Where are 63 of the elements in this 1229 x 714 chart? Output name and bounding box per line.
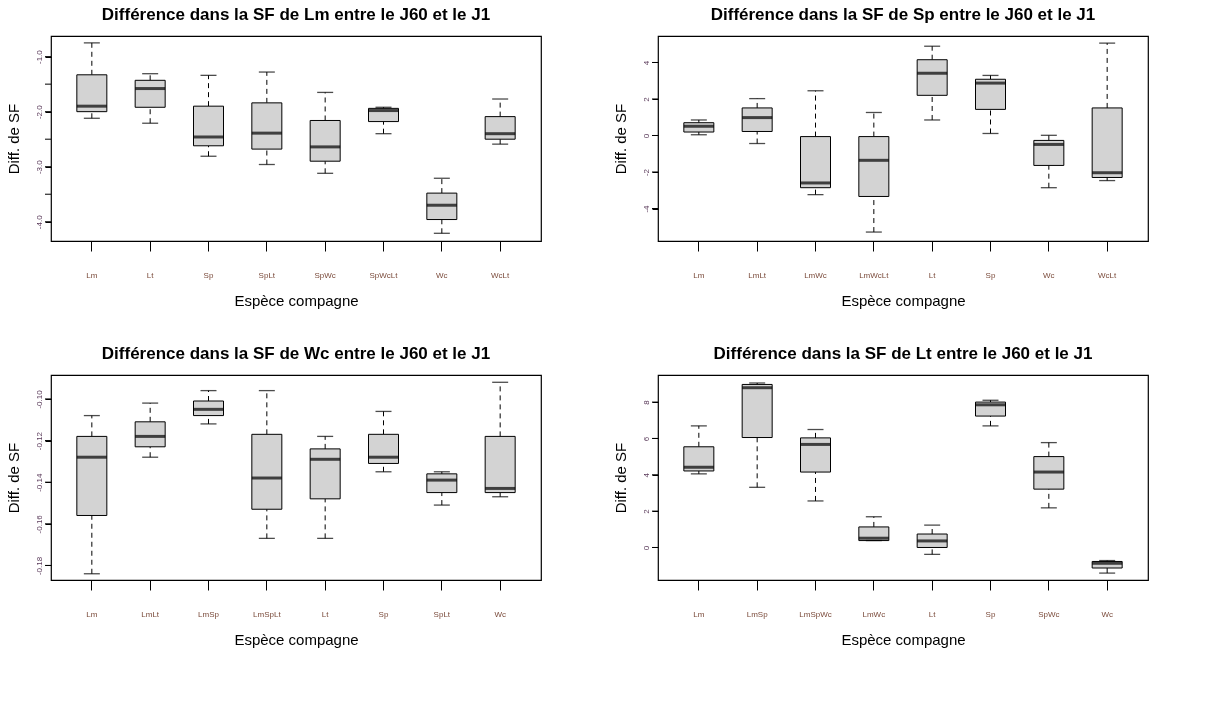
x-tick-label: SpWcLt	[369, 270, 399, 280]
y-tick-label: 0	[641, 133, 651, 139]
y-axis-title: Diff. de SF	[4, 442, 22, 514]
x-tick-label: Lt	[146, 270, 155, 280]
x-tick-label: LmSp	[746, 609, 769, 619]
x-tick-label: Lm	[693, 609, 705, 619]
x-tick-label: Wc	[494, 609, 506, 619]
x-tick-label: SpLt	[258, 270, 276, 280]
y-tick-label: -4	[641, 204, 651, 213]
y-tick-label: 2	[641, 96, 651, 102]
x-tick-label: LmLt	[748, 270, 767, 280]
x-tick-label: Sp	[985, 270, 996, 280]
x-tick-label: LmLt	[141, 609, 160, 619]
x-tick-label: Sp	[203, 270, 214, 280]
x-axis-title: Espèce compagne	[234, 630, 359, 648]
y-tick-label: -0.12	[34, 431, 44, 451]
y-tick-label: -2.0	[34, 104, 44, 120]
x-tick-label: SpLt	[433, 609, 451, 619]
x-tick-label: Lt	[928, 270, 937, 280]
x-tick-label: Lm	[86, 270, 98, 280]
y-axis-title: Diff. de SF	[611, 442, 629, 514]
x-tick-label: LmWcLt	[859, 270, 890, 280]
x-tick-label: Lt	[928, 609, 937, 619]
y-tick-label: -4.0	[34, 214, 44, 230]
x-tick-label: LmWc	[862, 609, 886, 619]
y-axis-title: Diff. de SF	[611, 103, 629, 175]
x-tick-label: WcLt	[1098, 270, 1118, 280]
y-tick-label: 2	[641, 508, 651, 514]
x-tick-label: LmWc	[804, 270, 827, 280]
x-tick-label: Lm	[693, 270, 705, 280]
x-tick-label: SpWc	[314, 270, 336, 280]
y-tick-label: -0.10	[34, 389, 44, 409]
x-axis-title: Espèce compagne	[841, 630, 966, 648]
chart-title: Différence dans la SF de Lm entre le J60 et le J1	[101, 5, 491, 24]
y-tick-label: -2	[641, 168, 651, 177]
chart-title: Différence dans la SF de Lt entre le J60 et le J1	[713, 344, 1093, 363]
x-tick-label: Wc	[1043, 270, 1055, 280]
x-axis-title: Espèce compagne	[841, 291, 966, 309]
x-tick-label: Wc	[436, 270, 448, 280]
chart-title: Différence dans la SF de Sp entre le J60 et le J1	[710, 5, 1096, 24]
x-tick-label: Wc	[1101, 609, 1113, 619]
y-tick-label: 4	[641, 60, 651, 66]
y-tick-label: -0.18	[34, 556, 44, 576]
y-tick-label: -3.0	[34, 159, 44, 175]
y-axis-title: Diff. de SF	[4, 103, 22, 175]
x-tick-label: SpWc	[1038, 609, 1060, 619]
chart-title: Différence dans la SF de Wc entre le J60 et le J1	[101, 344, 491, 363]
x-axis-title: Espèce compagne	[234, 291, 359, 309]
x-tick-label: Sp	[378, 609, 389, 619]
y-tick-label: -1.0	[34, 49, 44, 65]
y-tick-label: 8	[641, 399, 651, 405]
x-tick-label: LmSpLt	[253, 609, 282, 619]
x-tick-label: Lm	[86, 609, 98, 619]
y-tick-label: -0.16	[34, 514, 44, 534]
x-tick-label: WcLt	[491, 270, 511, 280]
x-tick-label: LmSpWc	[799, 609, 832, 619]
x-tick-label: LmSp	[198, 609, 220, 619]
y-tick-label: 6	[641, 436, 651, 442]
y-tick-label: 0	[641, 545, 651, 551]
y-tick-label: 4	[641, 472, 651, 478]
x-tick-label: Sp	[985, 609, 996, 619]
y-tick-label: -0.14	[34, 473, 44, 492]
x-tick-label: Lt	[321, 609, 330, 619]
